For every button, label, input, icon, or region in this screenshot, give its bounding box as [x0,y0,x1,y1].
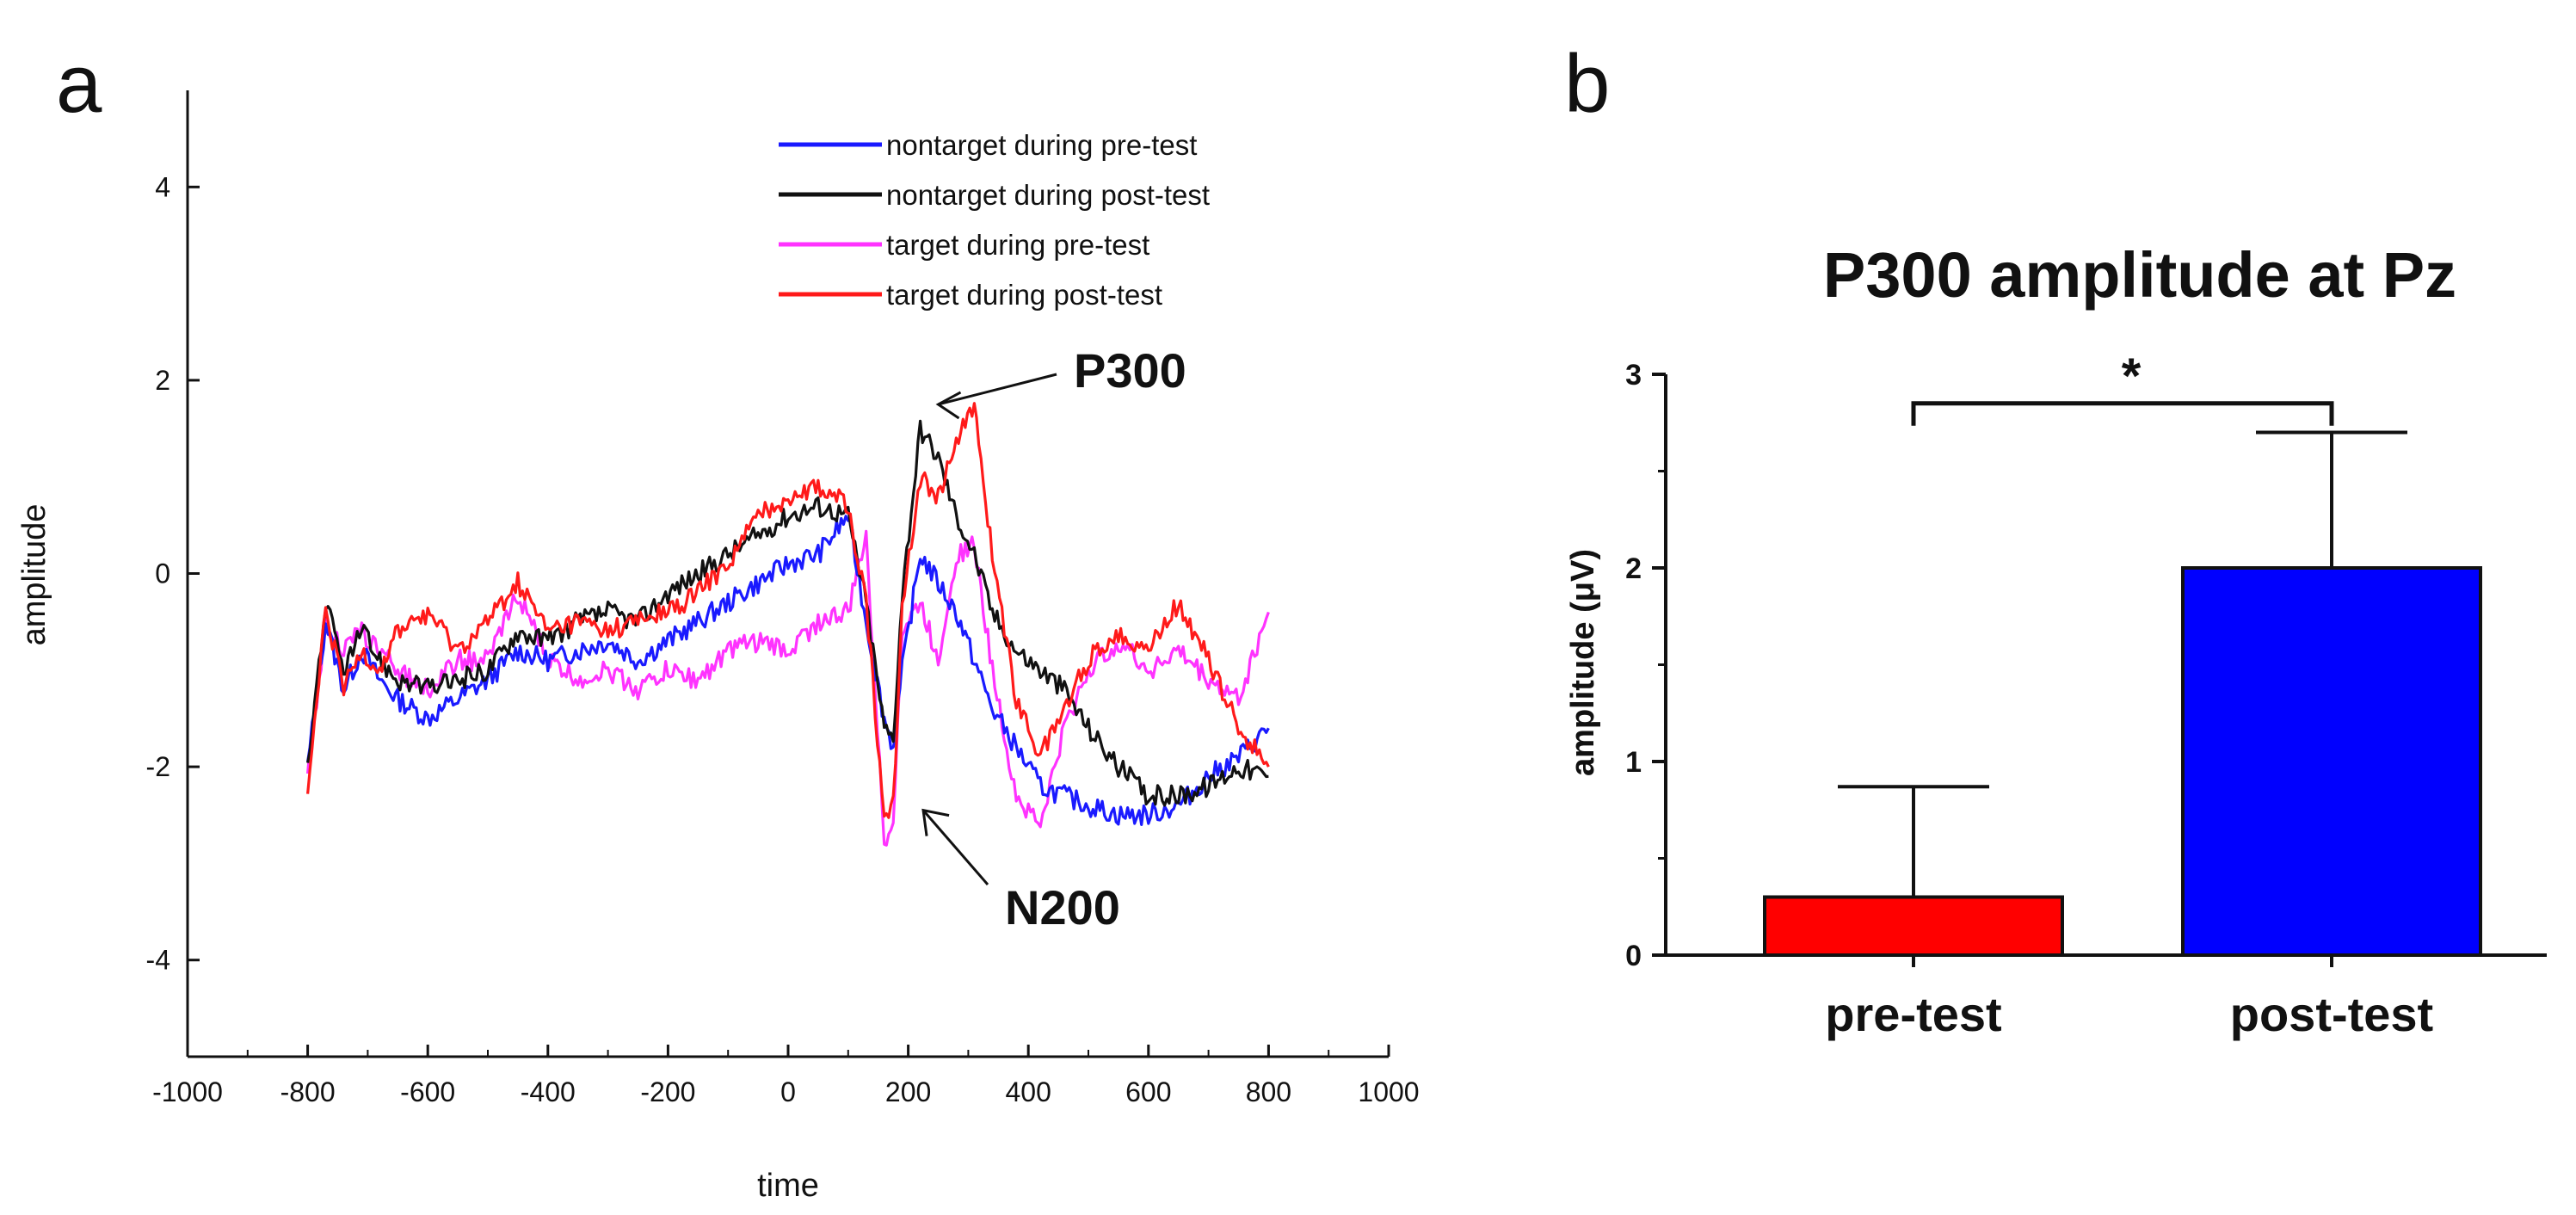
series-line-2 [306,529,1270,847]
bar-post-test [2181,566,2482,957]
tick-group-a: -1000 -800 -600 -400 -200 0 200 400 600 800 1000 -4… [146,171,1420,1107]
y-axis-label-b: amplitude (μV) [1565,549,1601,776]
annotation-n200: N200 [1005,880,1120,934]
series-line-3 [306,402,1270,819]
series-group-a [306,402,1270,847]
series-line-1 [306,419,1269,807]
x-tick-label-a: 0 [780,1076,796,1107]
bar-chart-panel-b: P300 amplitude at Pz 0 1 2 3 pre-test post-t… [1565,239,2547,1041]
legend-label-0: nontarget during pre-test [886,129,1197,161]
category-label-pre-test: pre-test [1825,987,2001,1041]
panel-label-a: a [56,38,102,130]
legend-a: nontarget during pre-test nontarget durin… [779,129,1210,311]
y-tick-label-b: 1 [1625,746,1642,779]
line-chart-panel-a: -1000 -800 -600 -400 -200 0 200 400 600 800 1000 -4… [16,90,1420,1204]
y-tick-label-b: 3 [1625,359,1642,392]
significance-marker: * [2122,348,2142,404]
x-tick-label-a: 1000 [1358,1076,1419,1107]
bar-pre-test [1763,895,2064,957]
series-line-0 [306,515,1270,827]
x-tick-label-a: -800 [280,1076,336,1107]
x-tick-label-a: -1000 [152,1076,223,1107]
legend-label-2: target during pre-test [886,229,1149,261]
y-tick-label-a: -2 [146,751,170,782]
x-tick-label-a: -400 [521,1076,576,1107]
panel-label-b: b [1564,38,1610,130]
significance-bracket: * [1911,348,2334,426]
tick-group-b: 0 1 2 3 [1625,359,1666,972]
chart-title-b: P300 amplitude at Pz [1823,239,2456,311]
annotation-p300: P300 [1074,343,1186,398]
x-axis-label-a: time [757,1168,819,1204]
x-tick-label-a: 800 [1246,1076,1291,1107]
annotations-a: P300 N200 [921,343,1186,934]
bar-group-b: pre-test post-test [1763,430,2482,1041]
y-axis-label-a: amplitude [16,504,52,646]
x-tick-label-a: 200 [885,1076,931,1107]
y-tick-label-a: -4 [146,945,170,976]
y-tick-label-a: 0 [155,558,170,589]
arrowhead-n200 [921,808,950,836]
y-tick-label-a: 4 [155,171,170,202]
y-tick-label-b: 2 [1625,552,1642,585]
arrow-p300 [938,373,1057,406]
y-tick-label-b: 0 [1625,940,1642,972]
x-tick-label-a: 400 [1006,1076,1051,1107]
y-tick-label-a: 2 [155,365,170,396]
x-tick-label-a: -600 [400,1076,455,1107]
legend-label-1: nontarget during post-test [886,179,1210,211]
arrowhead-p300 [935,391,962,420]
x-tick-label-a: 600 [1125,1076,1171,1107]
significance-bracket-line [1911,401,2334,426]
legend-label-3: target during post-test [886,279,1162,311]
arrow-n200 [921,809,989,885]
category-label-post-test: post-test [2230,987,2433,1041]
x-tick-label-a: -200 [640,1076,695,1107]
